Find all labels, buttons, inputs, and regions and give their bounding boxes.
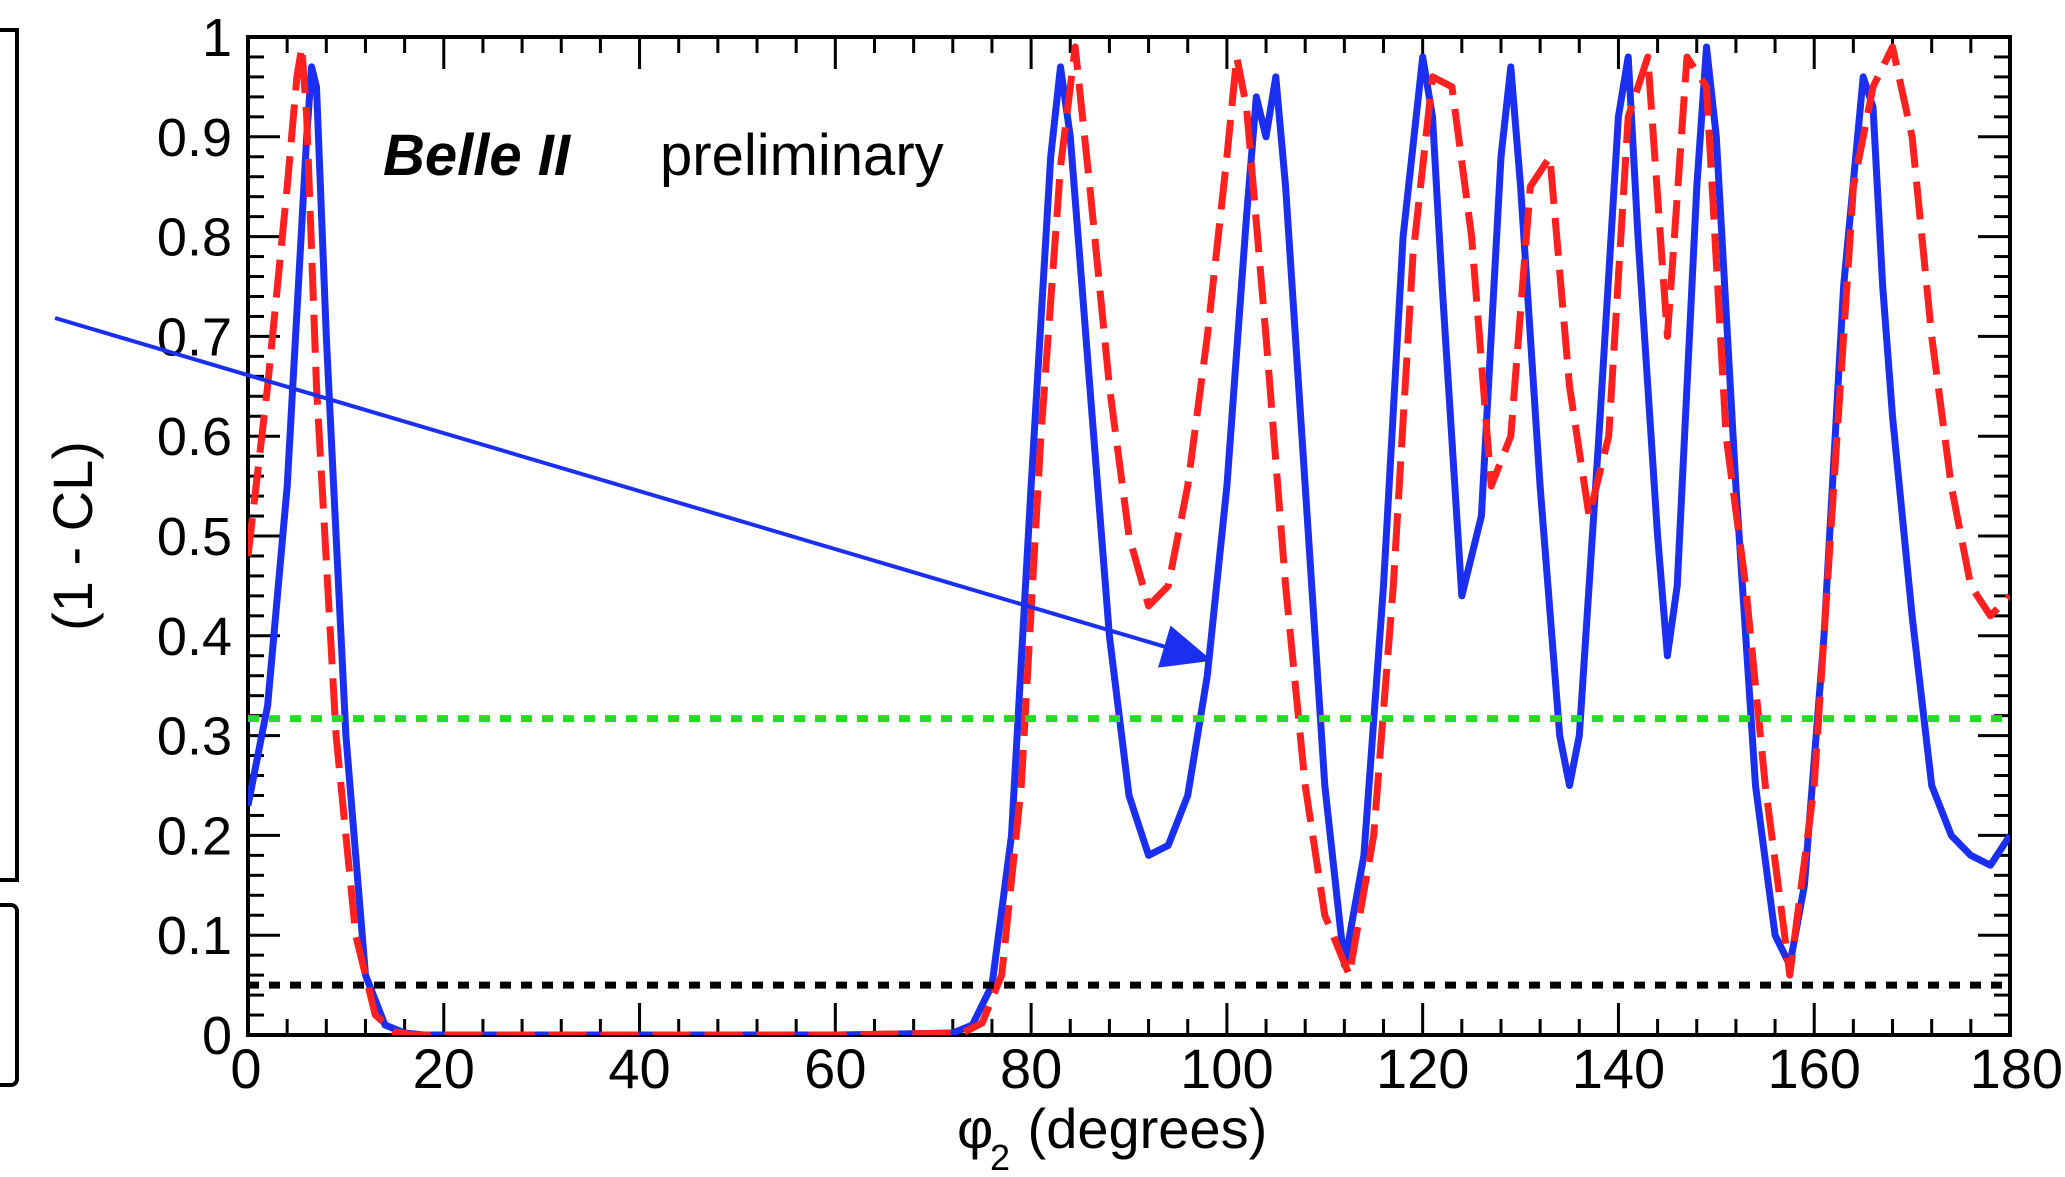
series-layer	[248, 43, 2010, 1035]
x-tick-label: 80	[1000, 1037, 1062, 1100]
x-tick-label: 100	[1180, 1037, 1273, 1100]
x-tick-label: 20	[413, 1037, 475, 1100]
y-axis-label: (1 - CL)	[41, 441, 104, 631]
y-tick-label: 0.6	[157, 407, 232, 467]
y-tick-label: 0.2	[157, 806, 232, 866]
y-tick-label: 0.3	[157, 707, 232, 767]
x-axis-label-units: (degrees)	[1012, 1097, 1267, 1160]
y-tick-label: 0.8	[157, 208, 232, 268]
y-tick-label: 0	[202, 1006, 232, 1066]
x-tick-label: 120	[1376, 1037, 1469, 1100]
arrow-head	[1158, 625, 1213, 668]
x-tick-label: 160	[1768, 1037, 1861, 1100]
y-tick-label: 0.9	[157, 108, 232, 168]
x-tick-label: 140	[1572, 1037, 1665, 1100]
series-line-solid-blue	[248, 43, 2010, 1035]
x-axis-label: φ 2 (degrees)	[957, 1097, 1267, 1177]
y-tick-labels: 00.10.20.30.40.50.60.70.80.91	[157, 8, 232, 1066]
arrow-shaft	[54, 316, 1165, 649]
y-tick-label: 0.1	[157, 906, 232, 966]
x-axis-label-phi: φ	[957, 1097, 993, 1160]
x-axis-label-subscript: 2	[990, 1137, 1010, 1177]
series-line-dashed-red	[248, 43, 2010, 1035]
cropped-panel-top-frame	[0, 28, 19, 882]
cropped-panel-bottom-frame	[0, 903, 19, 1087]
y-tick-label: 0.4	[157, 607, 232, 667]
x-tick-label: 180	[1970, 1037, 2063, 1100]
annotation-belle-ii: Belle II	[383, 123, 572, 188]
annotation-arrow	[54, 316, 1213, 668]
left-cropped-panel	[0, 28, 19, 1087]
annotation-preliminary: preliminary	[660, 123, 944, 188]
x-tick-label: 40	[608, 1037, 670, 1100]
y-tick-label: 1	[202, 8, 232, 68]
x-tick-label: 0	[230, 1037, 261, 1100]
x-tick-label: 60	[804, 1037, 866, 1100]
y-tick-label: 0.5	[157, 507, 232, 567]
x-tick-labels: 0 20 40 60 80 100 120 140 160 180	[230, 1037, 2063, 1100]
